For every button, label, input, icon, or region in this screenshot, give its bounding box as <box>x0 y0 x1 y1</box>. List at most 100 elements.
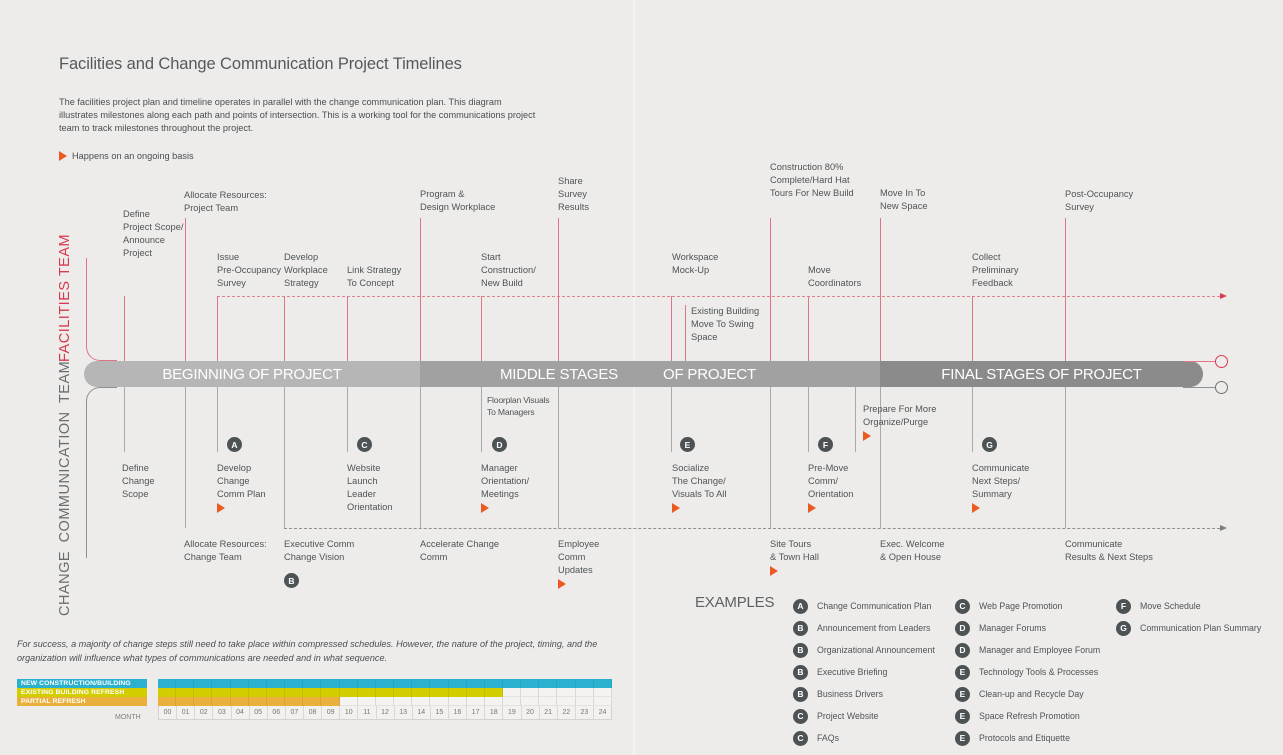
schedule-cell <box>248 679 267 688</box>
schedule-cell <box>539 679 558 688</box>
facilities-milestone: Existing Building Move To Swing Space <box>691 306 760 342</box>
schedule-cell <box>375 688 395 697</box>
schedule-cell <box>484 679 503 688</box>
change-line <box>855 387 856 452</box>
facilities-milestone: Workspace Mock-Up <box>672 252 719 275</box>
schedule-cell <box>394 679 413 688</box>
change-line <box>808 387 809 452</box>
month-tick: 19 <box>503 706 522 719</box>
schedule-cell <box>158 679 177 688</box>
facilities-line <box>808 296 809 361</box>
facilities-milestone: Construction 80% Complete/Hard Hat Tours… <box>770 162 854 198</box>
schedule-legend-item: EXISTING BUILDING REFRESH <box>17 688 147 697</box>
schedule-grid: 00 01 02 03 04 05 06 07 08 09 10 11 12 13 14 15 16 17 18 19… <box>158 679 612 720</box>
example-item: E Clean-up and Recycle Day <box>955 683 1100 705</box>
example-item: B Announcement from Leaders <box>793 617 935 639</box>
schedule-cell <box>466 697 485 706</box>
schedule-cell <box>230 697 249 706</box>
ongoing-triangle-icon <box>217 503 225 513</box>
month-tick: 08 <box>304 706 323 719</box>
ongoing-triangle-icon <box>863 431 871 441</box>
change-line <box>770 387 771 528</box>
example-item: F Move Schedule <box>1116 595 1261 617</box>
badge-d-icon: D <box>955 642 970 658</box>
schedule-cell <box>557 688 576 697</box>
facilities-team-label: FACILITIES TEAM <box>57 233 73 362</box>
schedule-cell <box>357 679 376 688</box>
ongoing-triangle-icon <box>59 151 67 161</box>
month-tick: 05 <box>250 706 268 719</box>
month-tick: 15 <box>431 706 449 719</box>
change-milestone-label: Socialize The Change/ Visuals To All <box>672 463 727 499</box>
stage-middle-label: MIDDLE STAGES <box>500 365 618 383</box>
schedule-cell <box>375 697 395 706</box>
schedule-cell <box>176 688 195 697</box>
schedule-cell <box>557 697 576 706</box>
schedule-cell <box>303 679 322 688</box>
schedule-cell <box>575 679 594 688</box>
month-tick: 12 <box>377 706 395 719</box>
facilities-line <box>671 296 672 361</box>
change-milestone: Develop Change Comm Plan <box>217 462 266 513</box>
example-label: Protocols and Etiquette <box>979 733 1070 743</box>
facilities-arrow-icon <box>1220 293 1227 299</box>
facilities-milestone: Move Coordinators <box>808 265 862 288</box>
example-label: Change Communication Plan <box>817 601 932 611</box>
stage-middle: MIDDLE STAGES OF PROJECT <box>420 361 880 387</box>
badge-d-icon: D <box>955 620 970 636</box>
example-label: Announcement from Leaders <box>817 623 931 633</box>
month-tick: 13 <box>395 706 413 719</box>
schedule-cell <box>285 679 304 688</box>
facilities-milestone: Start Construction/ New Build <box>481 252 536 288</box>
schedule-cell <box>194 679 213 688</box>
example-item: D Manager and Employee Forum <box>955 639 1100 661</box>
change-milestone: Pre-Move Comm/ Orientation <box>808 462 853 513</box>
schedule-legend: NEW CONSTRUCTION/BUILDING EXISTING BUILDI… <box>17 679 147 706</box>
facilities-bracket <box>86 258 117 361</box>
schedule-cell <box>448 688 467 697</box>
change-line <box>420 387 421 528</box>
facilities-line <box>185 218 186 361</box>
schedule-cell <box>375 679 395 688</box>
schedule-cell <box>339 679 358 688</box>
schedule-legend-item: PARTIAL REFRESH <box>17 697 147 706</box>
change-milestone-label: Develop Change Comm Plan <box>217 463 266 499</box>
month-tick: 16 <box>449 706 468 719</box>
example-item: C Project Website <box>793 705 935 727</box>
schedule-cell <box>575 688 594 697</box>
schedule-row <box>158 679 612 688</box>
schedule-cell <box>448 697 467 706</box>
schedule-cell <box>339 697 358 706</box>
schedule-cell <box>266 697 286 706</box>
footnote: For success, a majority of change steps … <box>17 639 598 663</box>
change-line <box>1065 387 1066 528</box>
facilities-line <box>558 218 559 361</box>
example-item: B Business Drivers <box>793 683 935 705</box>
schedule-cell <box>484 697 503 706</box>
schedule-cell <box>321 688 340 697</box>
schedule-cell <box>502 697 522 706</box>
schedule-cell <box>212 688 231 697</box>
facilities-line <box>481 296 482 361</box>
schedule-cell <box>394 688 413 697</box>
month-tick: 03 <box>213 706 232 719</box>
facilities-milestone: Move In To New Space <box>880 188 928 211</box>
facilities-milestone: Collect Preliminary Feedback <box>972 252 1019 288</box>
schedule-cell <box>430 697 449 706</box>
schedule-cell <box>248 688 267 697</box>
change-end-line <box>1183 387 1216 388</box>
schedule-cell <box>212 679 231 688</box>
change-line <box>558 387 559 528</box>
month-tick: 07 <box>286 706 304 719</box>
examples-title: EXAMPLES <box>695 594 775 611</box>
facilities-line <box>770 218 771 361</box>
example-label: Space Refresh Promotion <box>979 711 1080 721</box>
change-line <box>185 387 186 528</box>
facilities-line <box>217 296 218 361</box>
schedule-cell <box>194 688 213 697</box>
change-milestone: Socialize The Change/ Visuals To All <box>672 462 726 513</box>
schedule-cell <box>357 697 376 706</box>
schedule-cell <box>266 679 286 688</box>
schedule-cell <box>303 697 322 706</box>
month-tick: 22 <box>558 706 576 719</box>
